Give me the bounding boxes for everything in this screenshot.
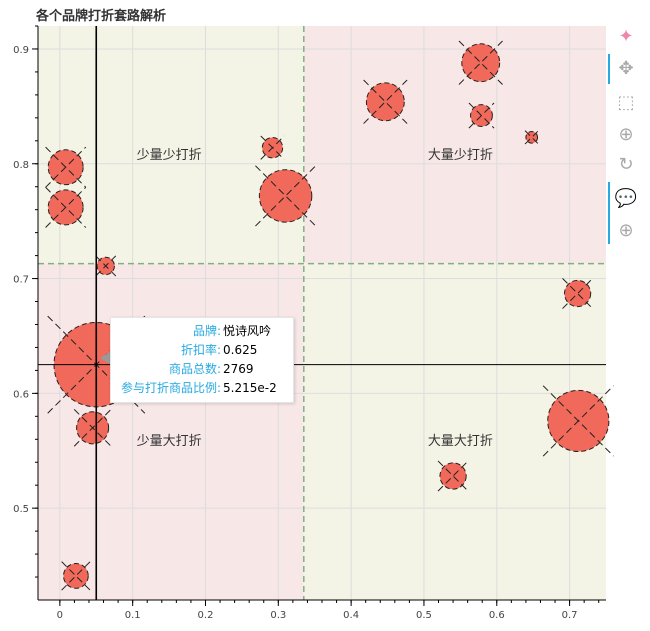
x-tick-label: 0.4 [343, 610, 359, 621]
tooltip-key: 折扣率: [180, 343, 221, 357]
crosshair-icon[interactable]: ⊕ [618, 219, 634, 241]
tooltip-row-total: 商品总数: 2769 [117, 360, 287, 379]
tooltip-row-discount: 折扣率: 0.625 [117, 341, 287, 360]
box-zoom-icon[interactable]: ⬚ [617, 91, 635, 113]
point-x-mark [73, 409, 112, 447]
tooltip-arrow [100, 352, 110, 364]
tooltip-key: 商品总数: [168, 362, 221, 376]
wheel-zoom-icon[interactable]: ⊕ [618, 123, 634, 145]
reset-icon[interactable]: ↻ [618, 153, 634, 175]
point-x-mark [45, 146, 87, 188]
x-tick-label: 0.7 [562, 610, 578, 621]
y-tick-label: 0.9 [13, 45, 29, 56]
point-x-mark [468, 102, 495, 129]
point-x-mark [255, 165, 317, 227]
data-point[interactable] [73, 409, 112, 447]
x-tick-label: 0.1 [125, 610, 141, 621]
tooltip-value: 0.625 [223, 343, 258, 357]
data-point[interactable] [45, 186, 87, 228]
point-x-mark [542, 385, 614, 457]
data-point[interactable] [61, 561, 91, 591]
data-point[interactable] [524, 130, 539, 145]
quadrant-top-left [38, 26, 304, 264]
grid-lines [38, 26, 606, 600]
data-point[interactable] [260, 135, 285, 160]
data-point[interactable] [95, 255, 117, 277]
tooltip-row-ratio: 参与打折商品比例: 5.215e-2 [117, 379, 287, 398]
pan-icon[interactable]: ✥ [618, 57, 634, 79]
quadrant-label: 少量少打折 [137, 148, 202, 163]
x-tick-label: 0.6 [489, 610, 505, 621]
tooltip-value: 5.215e-2 [223, 381, 277, 395]
y-tick-label: 0.8 [13, 160, 29, 171]
data-point[interactable] [45, 146, 87, 188]
data-point[interactable] [255, 165, 317, 227]
y-tick-label: 0.5 [13, 504, 29, 515]
point-x-mark [562, 278, 594, 309]
quadrant-label: 少量大打折 [137, 434, 202, 449]
plot-background [38, 26, 606, 600]
axes: 0 0.1 0.2 0.3 0.4 0.5 0.6 0.7 0.5 0.6 0.7 0.8 0.9 [13, 25, 606, 621]
point-x-mark [260, 135, 285, 160]
tooltip-value: 悦诗风吟 [223, 324, 272, 338]
x-tick-label: 0.2 [198, 610, 214, 621]
point-x-mark [255, 165, 317, 227]
point-circle [62, 563, 89, 589]
point-x-mark [61, 561, 91, 591]
point-x-mark [437, 460, 469, 492]
quadrant-label: 大量少打折 [428, 148, 493, 163]
bokeh-logo-icon: ✦ [618, 25, 634, 47]
y-tick-label: 0.6 [13, 389, 29, 400]
quadrant-dividers [38, 26, 606, 600]
x-tick-label: 0.3 [270, 610, 286, 621]
tooltip-row-brand: 品牌: 悦诗风吟 [117, 322, 287, 341]
point-x-mark [95, 255, 117, 277]
tooltip-key: 品牌: [192, 324, 221, 338]
data-point[interactable] [468, 102, 495, 129]
x-tick-label: 0.5 [416, 610, 432, 621]
active-tool-indicator [608, 54, 610, 84]
quadrant-label: 大量大打折 [428, 434, 493, 449]
data-point[interactable] [458, 40, 503, 85]
point-x-mark [562, 278, 594, 309]
data-point[interactable] [363, 79, 408, 124]
tooltip-key: 参与打折商品比例: [120, 381, 221, 395]
data-point[interactable] [542, 385, 614, 457]
tooltip-value: 2769 [223, 362, 254, 376]
x-tick-label: 0 [57, 610, 63, 621]
chart-title: 各个品牌打折套路解析 [36, 9, 167, 24]
point-x-mark [524, 130, 539, 145]
point-x-mark [437, 460, 469, 492]
y-tick-label: 0.7 [13, 275, 29, 286]
data-point[interactable] [437, 460, 469, 492]
data-point[interactable] [562, 278, 594, 309]
hover-icon[interactable]: 💬 [614, 187, 638, 209]
point-x-mark [524, 130, 539, 145]
point-x-mark [61, 561, 91, 591]
active-tool-indicator [608, 182, 610, 244]
quadrant-top-right [303, 26, 606, 264]
hover-tooltip: 品牌: 悦诗风吟 折扣率: 0.625 商品总数: 2769 参与打折商品比例:… [110, 317, 294, 403]
point-x-mark [45, 186, 87, 228]
